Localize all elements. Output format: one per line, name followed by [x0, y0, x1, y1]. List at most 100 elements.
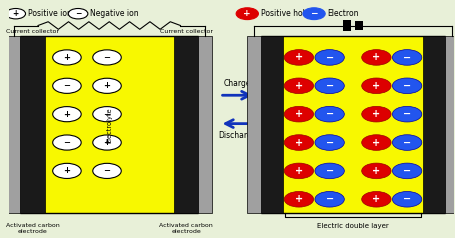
- Circle shape: [392, 163, 422, 179]
- Text: −: −: [403, 166, 411, 176]
- Text: +: +: [103, 138, 111, 147]
- Text: +: +: [103, 81, 111, 90]
- Circle shape: [6, 9, 25, 19]
- Bar: [7, 36, 20, 213]
- Text: Positive hole: Positive hole: [261, 9, 309, 18]
- Text: +: +: [295, 81, 303, 91]
- Circle shape: [284, 163, 313, 179]
- Circle shape: [315, 50, 344, 65]
- Text: +: +: [372, 81, 380, 91]
- Text: −: −: [326, 52, 334, 62]
- Text: −: −: [75, 9, 81, 18]
- Circle shape: [93, 78, 121, 93]
- Text: +: +: [63, 166, 71, 175]
- Text: −: −: [403, 194, 411, 204]
- Text: −: −: [103, 53, 111, 62]
- Bar: [198, 36, 212, 213]
- Circle shape: [93, 135, 121, 150]
- Text: Electric double layer: Electric double layer: [317, 223, 389, 229]
- Text: +: +: [295, 194, 303, 204]
- Text: Current collector: Current collector: [6, 29, 59, 34]
- Bar: [445, 36, 455, 213]
- Text: −: −: [403, 81, 411, 91]
- Circle shape: [236, 8, 258, 20]
- Bar: [355, 21, 363, 30]
- Circle shape: [93, 163, 121, 178]
- Text: Negative ion: Negative ion: [90, 9, 139, 18]
- Text: −: −: [326, 194, 334, 204]
- Text: +: +: [372, 138, 380, 148]
- Text: −: −: [403, 52, 411, 62]
- Circle shape: [53, 107, 81, 122]
- Text: +: +: [13, 9, 19, 18]
- Text: Charge: Charge: [224, 79, 251, 88]
- Circle shape: [284, 106, 313, 122]
- Circle shape: [284, 192, 313, 207]
- Text: Electrolyte: Electrolyte: [106, 107, 112, 143]
- Circle shape: [362, 163, 391, 179]
- Circle shape: [53, 78, 81, 93]
- Circle shape: [284, 78, 313, 94]
- Text: −: −: [103, 110, 111, 119]
- Circle shape: [392, 135, 422, 150]
- Bar: [20, 36, 45, 213]
- Circle shape: [303, 8, 325, 20]
- Text: +: +: [295, 138, 303, 148]
- Text: −: −: [403, 109, 411, 119]
- Text: +: +: [372, 52, 380, 62]
- Circle shape: [68, 9, 88, 19]
- Text: −: −: [326, 166, 334, 176]
- Circle shape: [392, 106, 422, 122]
- Text: +: +: [372, 194, 380, 204]
- Text: +: +: [63, 53, 71, 62]
- Circle shape: [392, 78, 422, 94]
- Text: +: +: [295, 109, 303, 119]
- Circle shape: [315, 106, 344, 122]
- Circle shape: [53, 163, 81, 178]
- Bar: [261, 36, 283, 213]
- Text: −: −: [326, 81, 334, 91]
- Text: −: −: [326, 109, 334, 119]
- Bar: [343, 20, 351, 31]
- Text: −: −: [63, 81, 71, 90]
- Text: Discharge: Discharge: [218, 131, 257, 140]
- Circle shape: [315, 135, 344, 150]
- Text: −: −: [310, 9, 318, 18]
- Circle shape: [362, 50, 391, 65]
- Text: +: +: [243, 9, 251, 18]
- Circle shape: [315, 163, 344, 179]
- Bar: [247, 36, 261, 213]
- Circle shape: [93, 107, 121, 122]
- Text: Activated carbon
electrode: Activated carbon electrode: [5, 223, 59, 234]
- Circle shape: [53, 135, 81, 150]
- Text: Positive ion: Positive ion: [28, 9, 71, 18]
- Text: Current collector: Current collector: [160, 29, 212, 34]
- Bar: [174, 36, 198, 213]
- Text: Electron: Electron: [328, 9, 359, 18]
- Text: −: −: [326, 138, 334, 148]
- Text: +: +: [372, 166, 380, 176]
- Circle shape: [362, 106, 391, 122]
- Text: −: −: [403, 138, 411, 148]
- Circle shape: [362, 135, 391, 150]
- Circle shape: [93, 50, 121, 65]
- Text: +: +: [63, 110, 71, 119]
- Circle shape: [362, 192, 391, 207]
- Circle shape: [53, 50, 81, 65]
- Bar: [261, 36, 445, 213]
- Circle shape: [392, 192, 422, 207]
- Text: −: −: [63, 138, 71, 147]
- Text: +: +: [295, 52, 303, 62]
- Circle shape: [362, 78, 391, 94]
- Circle shape: [315, 78, 344, 94]
- Text: −: −: [103, 166, 111, 175]
- Circle shape: [284, 50, 313, 65]
- Bar: [423, 36, 445, 213]
- Circle shape: [284, 135, 313, 150]
- Circle shape: [315, 192, 344, 207]
- Text: +: +: [372, 109, 380, 119]
- Text: Activated carbon
electrode: Activated carbon electrode: [159, 223, 213, 234]
- Bar: [20, 36, 198, 213]
- Text: +: +: [295, 166, 303, 176]
- Circle shape: [392, 50, 422, 65]
